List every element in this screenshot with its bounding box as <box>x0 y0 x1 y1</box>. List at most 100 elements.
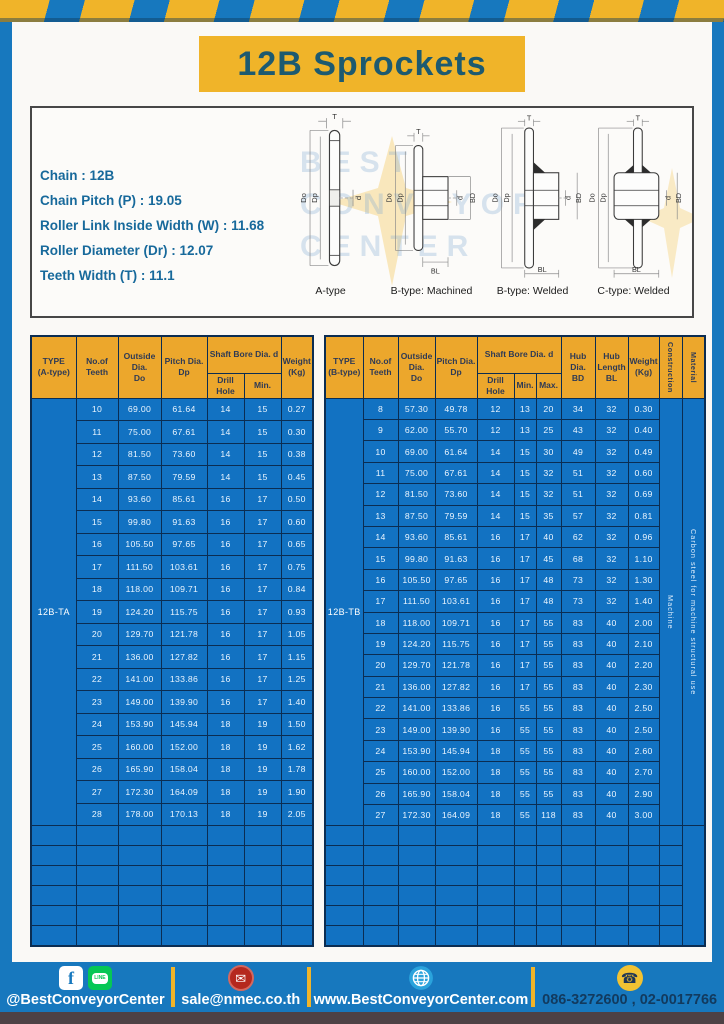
table-cell: 164.09 <box>434 804 478 827</box>
table-row: 18 118.00 109.71 16 17 0.84 <box>31 577 314 602</box>
table-cell: 16 <box>476 590 515 613</box>
globe-icon <box>409 966 433 990</box>
table-cell <box>75 885 119 907</box>
table-cell <box>206 845 245 867</box>
table-cell: 15 <box>243 397 282 422</box>
table-cell <box>280 885 314 907</box>
page-title: 12B Sprockets <box>237 44 487 83</box>
table-cell: 16 <box>476 525 515 549</box>
table-cell: 14 <box>206 442 245 467</box>
table-cell: 118 <box>535 804 562 827</box>
table-cell: 0.60 <box>280 510 314 534</box>
svg-text:Dp: Dp <box>310 193 319 203</box>
table-cell: 103.61 <box>434 590 478 613</box>
table-cell: 16 <box>75 532 119 557</box>
table-cell: 165.90 <box>397 782 436 806</box>
table-cell: 127.82 <box>160 645 208 669</box>
table-row: 23 149.00 139.90 16 55 55 83 40 2.50 <box>325 718 705 741</box>
table-cell <box>658 845 683 867</box>
spec-line: Chain Pitch (P) : 19.05 <box>40 192 182 208</box>
table-cell: 32 <box>594 504 629 527</box>
bottom-edge-strip <box>0 1012 724 1024</box>
table-row: 26 165.90 158.04 18 55 55 83 40 2.90 <box>325 782 705 806</box>
table-cell <box>476 885 515 907</box>
table-cell <box>535 825 562 847</box>
table-cell: 160.00 <box>117 735 162 759</box>
table-cell: 83 <box>560 675 596 699</box>
table-row: 20 129.70 121.78 16 17 55 83 40 2.20 <box>325 654 705 677</box>
table-cell: 17 <box>513 675 537 699</box>
table-row: 12 81.50 73.60 14 15 32 51 32 0.69 <box>325 483 705 506</box>
table-row: 9 62.00 55.70 12 13 25 43 32 0.40 <box>325 418 705 442</box>
table-row: 15 99.80 91.63 16 17 0.60 <box>31 510 314 534</box>
table-row: 12 81.50 73.60 14 15 0.38 <box>31 442 314 467</box>
table-cell <box>513 825 537 847</box>
col-header-material: Material <box>681 335 706 399</box>
table-cell <box>594 885 629 907</box>
table-cell: 141.00 <box>397 697 436 720</box>
table-cell: 118.00 <box>397 611 436 634</box>
table-cell: 99.80 <box>397 547 436 570</box>
spec-line: Roller Link Inside Width (W) : 11.68 <box>40 217 265 233</box>
table-cell: 16 <box>476 568 515 592</box>
table-cell: 16 <box>476 611 515 634</box>
table-cell: 18 <box>476 804 515 827</box>
table-cell: 19 <box>243 780 282 804</box>
table-cell: 73.60 <box>434 483 478 506</box>
table-cell: 17 <box>243 487 282 512</box>
table-cell: 17 <box>243 600 282 624</box>
table-cell: 1.50 <box>280 712 314 737</box>
table-cell: 2.30 <box>627 675 660 699</box>
table-cell <box>324 845 364 867</box>
table-cell <box>627 825 660 847</box>
table-cell: 1.78 <box>280 757 314 782</box>
table-cell <box>324 905 364 927</box>
svg-text:BD: BD <box>574 193 583 203</box>
table-cell: 16 <box>206 622 245 647</box>
table-cell: 32 <box>594 440 629 463</box>
table-row: 21 136.00 127.82 16 17 1.15 <box>31 645 314 669</box>
table-cell: 83 <box>560 654 596 677</box>
svg-text:Do: Do <box>299 193 308 203</box>
table-cell <box>560 925 596 947</box>
table-cell: 2.70 <box>627 761 660 784</box>
table-cell: 0.49 <box>627 440 660 463</box>
table-cell <box>513 845 537 867</box>
table-cell <box>324 885 364 907</box>
table-cell: 145.94 <box>160 712 208 737</box>
table-row <box>324 925 705 947</box>
table-cell <box>513 905 537 927</box>
table-cell: 115.75 <box>434 632 478 656</box>
table-cell: 10 <box>362 440 399 463</box>
table-cell <box>280 825 314 847</box>
svg-text:d: d <box>663 196 672 200</box>
table-cell: 83 <box>560 761 596 784</box>
table-cell: 23 <box>75 690 119 714</box>
table-cell: 25 <box>362 761 399 784</box>
table-cell: 81.50 <box>117 442 162 467</box>
table-cell <box>627 885 660 907</box>
table-cell <box>117 885 162 907</box>
table-cell: 55 <box>535 761 562 784</box>
svg-text:BD: BD <box>674 193 683 203</box>
table-row <box>324 825 705 847</box>
footer-social-section: LINE @BestConveyorCenter <box>0 962 171 1012</box>
b-table-header: TYPE (B-type) No.of Teeth Outside Dia. Do Pi… <box>324 335 706 399</box>
diagram-caption: B-type: Welded <box>496 285 569 297</box>
table-cell: 48 <box>535 590 562 613</box>
table-cell <box>117 825 162 847</box>
table-cell: 0.45 <box>280 465 314 489</box>
table-cell: 16 <box>362 568 399 592</box>
table-cell: 18 <box>206 757 245 782</box>
table-cell: 51 <box>560 483 596 506</box>
table-cell <box>594 905 629 927</box>
svg-text:d: d <box>354 196 363 200</box>
table-cell <box>627 905 660 927</box>
table-cell <box>117 905 162 927</box>
table-cell: 32 <box>594 590 629 613</box>
table-cell: 17 <box>513 547 537 570</box>
table-row: 17 111.50 103.61 16 17 48 73 32 1.40 <box>325 590 705 613</box>
table-row: 23 149.00 139.90 16 17 1.40 <box>31 690 314 714</box>
table-cell: 124.20 <box>397 632 436 656</box>
table-cell: 25 <box>535 418 562 442</box>
